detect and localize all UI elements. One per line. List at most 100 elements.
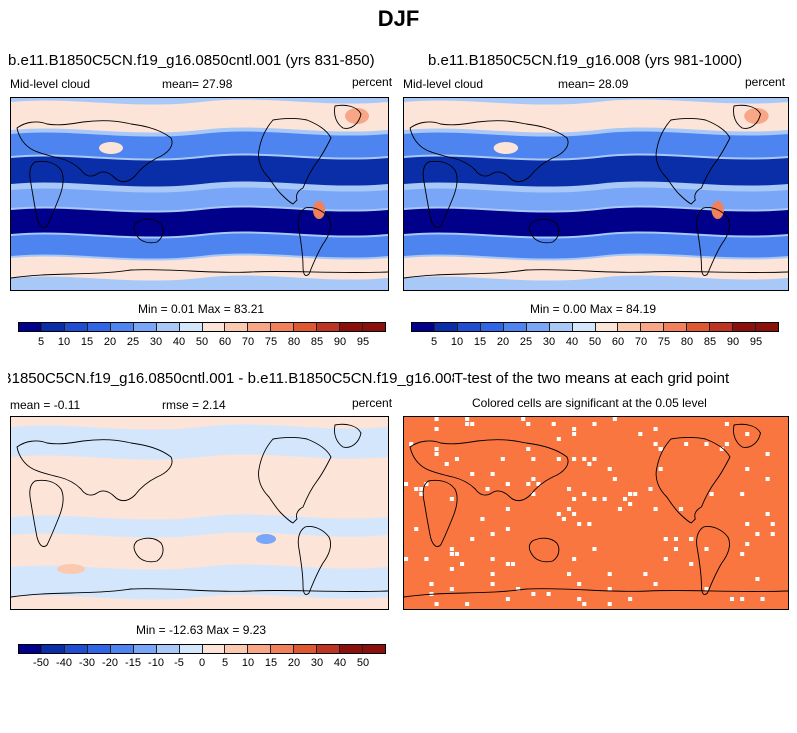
panel2-stats: Min = 0.00 Max = 84.19	[530, 302, 657, 316]
panel2-mean-value: 28.09	[598, 77, 629, 91]
insignificant-cell	[684, 442, 689, 446]
colorbar-swatch	[248, 323, 272, 331]
colorbar-tick-label: 25	[126, 336, 140, 348]
coastline	[334, 423, 362, 448]
insignificant-cell	[704, 587, 709, 591]
insignificant-cell	[765, 512, 770, 516]
insignificant-cell	[521, 417, 526, 421]
insignificant-cell	[724, 442, 729, 446]
colorbar-tick-label: 20	[496, 336, 510, 348]
insignificant-cell	[643, 572, 648, 576]
southern-subtropical-band	[11, 207, 388, 237]
colorbar-tick-label: 5	[221, 657, 229, 669]
insignificant-cell	[633, 492, 638, 496]
insignificant-cell	[404, 482, 409, 486]
colorbar-tick-label: 5	[430, 336, 438, 348]
insignificant-cell	[434, 447, 439, 451]
colorbar-swatch	[317, 645, 341, 653]
colorbar-tick-label: 50	[356, 657, 370, 669]
insignificant-cell	[673, 547, 678, 551]
insignificant-cell	[658, 467, 663, 471]
colorbar-swatch	[179, 645, 203, 653]
tropical-band	[11, 187, 388, 211]
insignificant-cell	[490, 532, 495, 536]
panel4-map	[403, 416, 789, 610]
panel3-rmse-value: 2.14	[202, 398, 226, 412]
insignificant-cell	[653, 427, 658, 431]
coastline	[297, 526, 332, 596]
coastline	[696, 207, 730, 277]
panel1-mean: mean= 27.98	[162, 77, 232, 91]
panel3-title: B1850C5CN.f19_g16.0850cntl.001 - b.e11.B…	[8, 370, 460, 387]
insignificant-cell	[444, 462, 449, 466]
colorbar-swatch	[595, 323, 619, 331]
insignificant-cell	[592, 422, 597, 426]
colorbar-swatch	[618, 323, 642, 331]
panel3-mean-value: -0.11	[53, 398, 81, 412]
insignificant-cell	[536, 482, 541, 486]
insignificant-cell	[546, 592, 551, 596]
panel4-title: T-test of the two means at each grid poi…	[454, 370, 730, 387]
colorbar-swatch	[41, 323, 65, 331]
insignificant-cell	[470, 472, 475, 476]
insignificant-cell	[679, 507, 684, 511]
high-cloud-blob	[345, 108, 369, 124]
insignificant-cell	[566, 572, 572, 576]
insignificant-cell	[516, 587, 521, 591]
coastline	[409, 439, 569, 502]
insignificant-cell	[740, 597, 745, 601]
insignificant-cell	[745, 522, 750, 526]
insignificant-cell	[592, 547, 597, 551]
panel2-units: percent	[745, 75, 786, 89]
insignificant-cell	[470, 422, 475, 426]
colorbar-tick-label: 15	[473, 336, 487, 348]
colorbar-tick-label: 30	[310, 657, 324, 669]
insignificant-cell	[424, 557, 429, 561]
colorbar-tick-label: 85	[310, 336, 324, 348]
colorbar-swatch	[710, 323, 734, 331]
coastline	[404, 588, 788, 598]
insignificant-cell	[490, 572, 495, 576]
colorbar-swatch	[156, 323, 180, 331]
panel1-variable-label: Mid-level cloud	[10, 77, 91, 91]
southern-ocean-band	[404, 255, 788, 281]
colorbar-tick-label: 85	[703, 336, 717, 348]
insignificant-cell	[424, 482, 429, 486]
colorbar-swatch	[363, 323, 385, 331]
insignificant-cell	[551, 422, 556, 426]
asia-blob	[493, 142, 519, 154]
coastline	[29, 479, 64, 548]
insignificant-cell	[419, 492, 424, 496]
colorbar-tick-label: 25	[519, 336, 533, 348]
insignificant-cell	[689, 537, 694, 541]
insignificant-cell	[556, 457, 561, 461]
colorbar-swatch	[271, 323, 295, 331]
diff-negative-blob	[256, 534, 276, 544]
coastline	[528, 537, 560, 563]
colorbar-tick-label: -10	[148, 657, 164, 669]
insignificant-cell	[449, 552, 454, 556]
coastline	[409, 120, 569, 183]
colorbar-swatch	[156, 645, 180, 653]
insignificant-cell	[572, 497, 577, 501]
panel3-mean: mean = -0.11	[10, 398, 80, 412]
colorbar-swatch	[179, 323, 203, 331]
panel3-rmse: rmse = 2.14	[162, 398, 226, 412]
coastline	[133, 537, 164, 563]
colorbar-tick-label: 50	[195, 336, 209, 348]
insignificant-cell	[500, 457, 505, 461]
colorbar-tick-label: -50	[33, 657, 49, 669]
insignificant-cell	[414, 527, 419, 531]
insignificant-cell	[653, 582, 658, 586]
insignificant-cell	[566, 487, 572, 491]
colorbar-tick-label: 30	[149, 336, 163, 348]
panel3-mean-label: mean =	[10, 398, 51, 412]
insignificant-cell	[404, 557, 409, 561]
colorbar-swatch	[19, 645, 42, 653]
insignificant-cell	[638, 432, 643, 436]
insignificant-cell	[724, 422, 729, 426]
colorbar-tick-label: 15	[80, 336, 94, 348]
insignificant-cell	[755, 577, 760, 581]
colorbar-tick-label: 60	[611, 336, 625, 348]
colorbar-swatch	[64, 323, 88, 331]
